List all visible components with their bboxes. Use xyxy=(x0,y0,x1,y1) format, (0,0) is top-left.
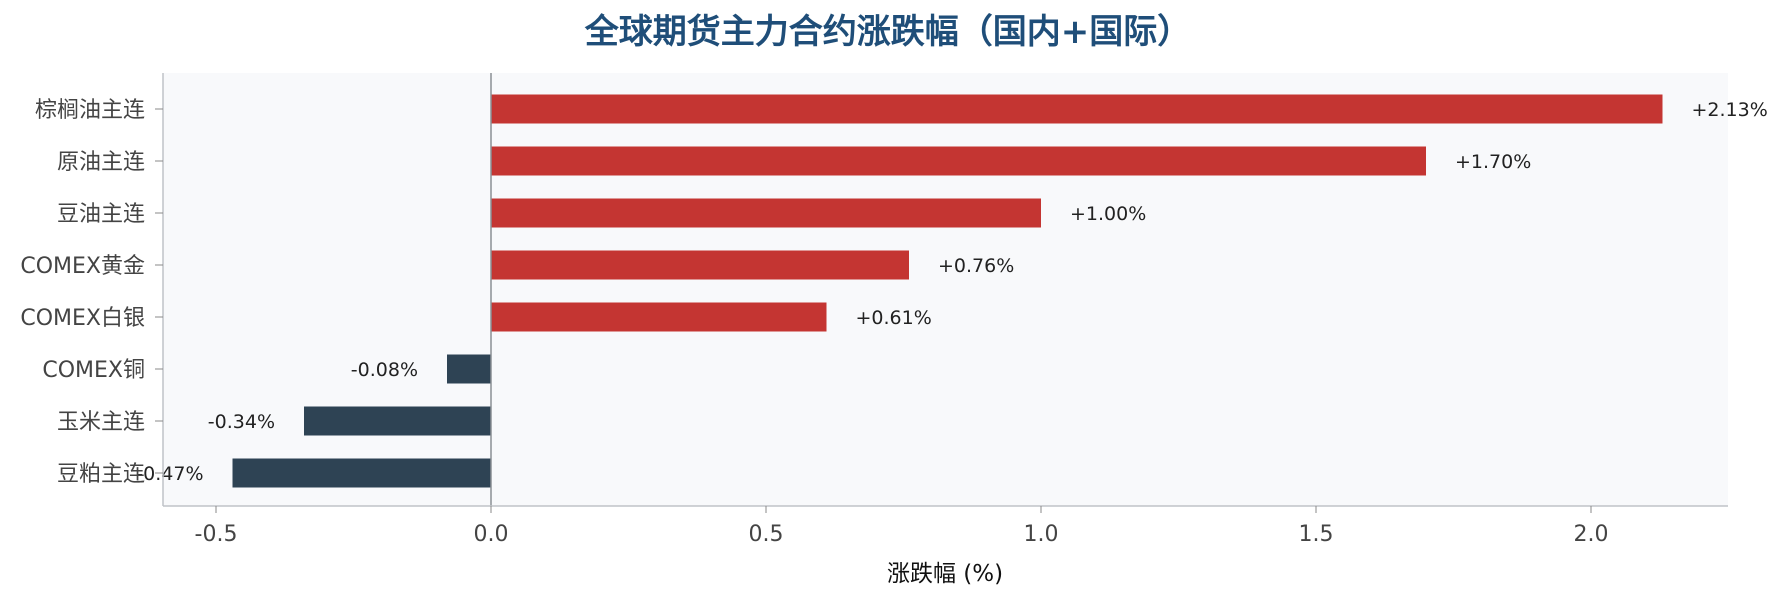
data-label-1: +2.13% xyxy=(1692,99,1768,121)
data-label-4: +0.76% xyxy=(938,255,1014,277)
x-tick-label-1: -0.5 xyxy=(195,522,238,547)
bar-6 xyxy=(447,354,491,384)
category-label-5: COMEX白银 xyxy=(20,306,145,331)
plot-area xyxy=(163,73,1728,506)
category-label-4: COMEX黄金 xyxy=(20,254,145,279)
x-axis-title: 涨跌幅 (%) xyxy=(887,561,1003,587)
data-label-7: -0.34% xyxy=(208,411,275,433)
bar-3 xyxy=(491,198,1041,228)
category-label-6: COMEX铜 xyxy=(42,358,145,383)
category-label-1: 棕榈油主连 xyxy=(35,98,145,123)
bar-4 xyxy=(491,250,909,280)
x-axis-ticks: -0.5 0.0 0.5 1.0 1.5 2.0 xyxy=(195,506,1609,547)
bar-7 xyxy=(304,406,491,436)
data-labels-group: +2.13% +1.70% +1.00% +0.76% +0.61% -0.08% -0.3… xyxy=(136,99,1768,485)
bar-1 xyxy=(491,94,1663,124)
x-tick-label-4: 1.0 xyxy=(1024,522,1059,547)
bar-5 xyxy=(491,302,827,332)
x-tick-label-5: 1.5 xyxy=(1299,522,1334,547)
chart-title: 全球期货主力合约涨跌幅（国内+国际） xyxy=(584,12,1192,52)
category-label-3: 豆油主连 xyxy=(57,202,145,227)
x-tick-label-2: 0.0 xyxy=(474,522,509,547)
x-tick-label-6: 2.0 xyxy=(1574,522,1609,547)
category-label-7: 玉米主连 xyxy=(57,410,145,435)
bar-2 xyxy=(491,146,1426,176)
data-label-5: +0.61% xyxy=(856,307,932,329)
x-tick-label-3: 0.5 xyxy=(749,522,784,547)
data-label-8: -0.47% xyxy=(136,463,203,485)
data-label-2: +1.70% xyxy=(1455,151,1531,173)
data-label-6: -0.08% xyxy=(351,359,418,381)
category-label-2: 原油主连 xyxy=(57,150,145,175)
category-label-8: 豆粕主连 xyxy=(57,462,145,487)
bars-group xyxy=(232,94,1663,488)
data-label-3: +1.00% xyxy=(1070,203,1146,225)
bar-8 xyxy=(232,458,491,488)
